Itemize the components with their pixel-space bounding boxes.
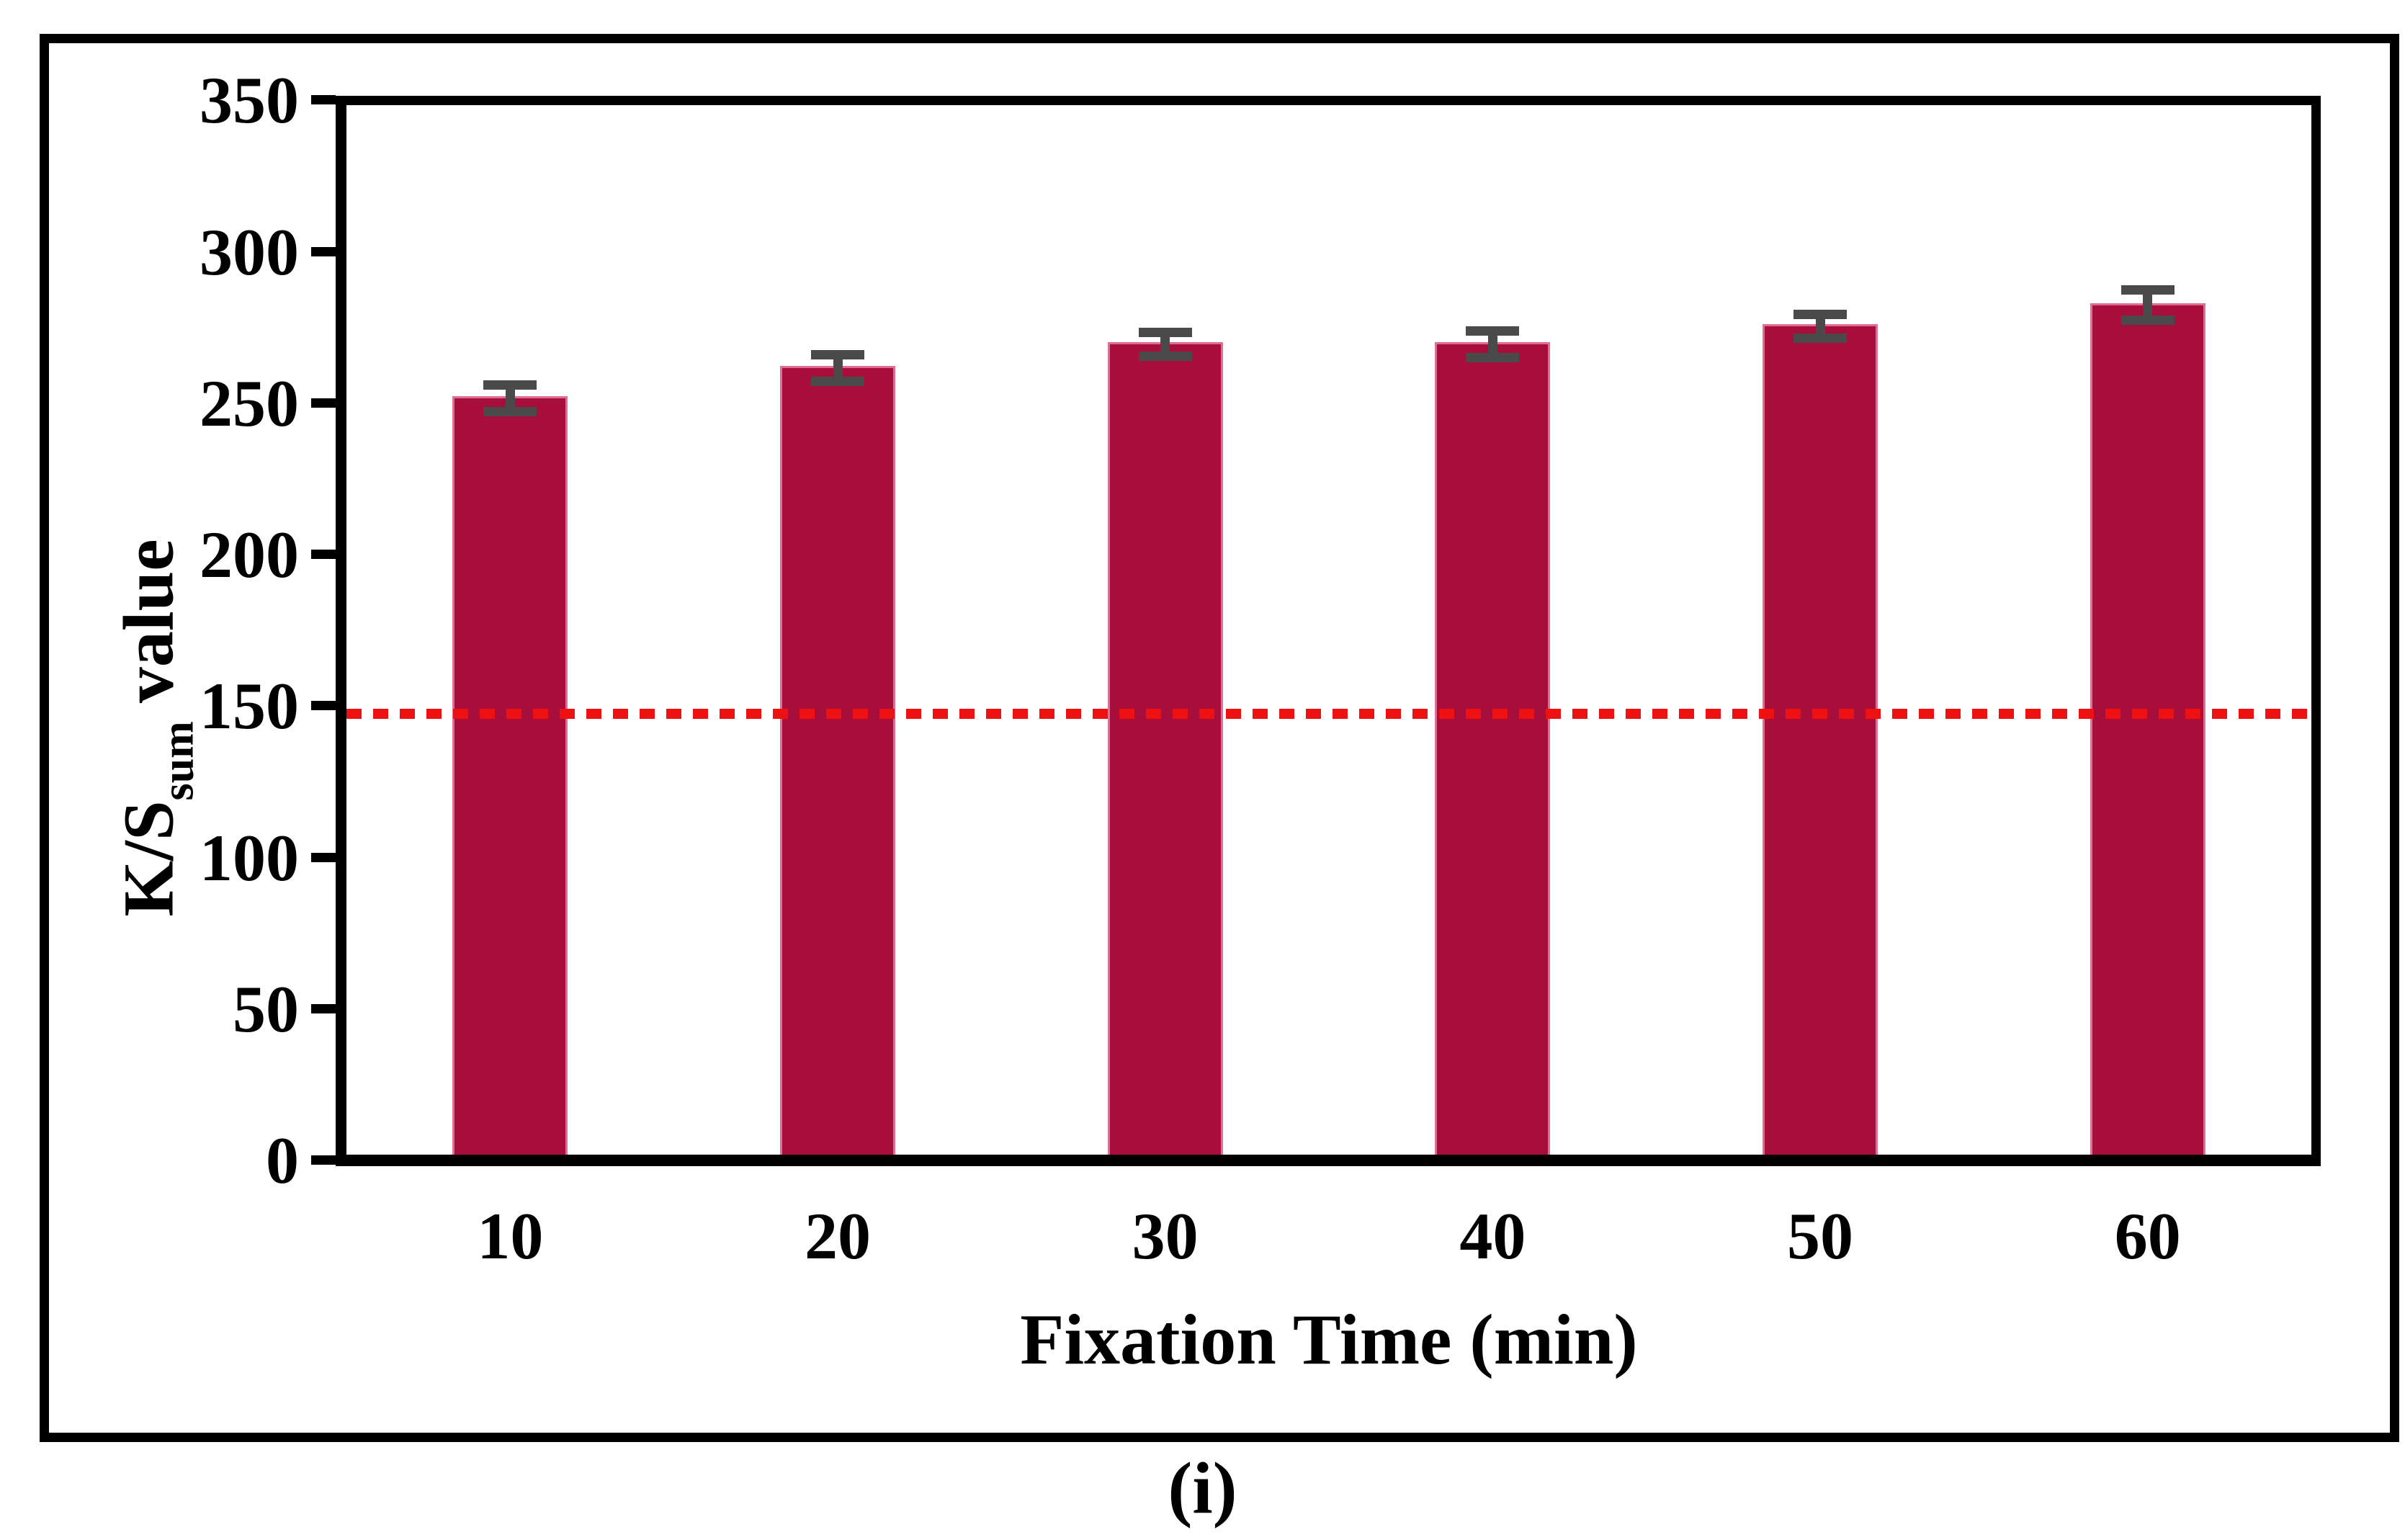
y-tick-label-350: 350 [200, 63, 299, 138]
error-bar-stem [2143, 295, 2153, 316]
y-tick-label-300: 300 [200, 215, 299, 289]
error-bar-20min [811, 349, 864, 387]
y-tick-mark-0 [311, 1155, 336, 1165]
x-tick-label-30: 30 [1132, 1199, 1199, 1273]
error-bar-stem [1487, 335, 1497, 354]
error-bar-stem [1815, 318, 1825, 334]
bar-40min [1435, 326, 1551, 1155]
y-tick-mark-100 [311, 852, 336, 862]
bar-group-20min [674, 105, 1002, 1155]
y-tick-mark-300 [311, 246, 336, 256]
x-tick-label-40: 40 [1459, 1199, 1526, 1273]
y-tick-mark-50 [311, 1003, 336, 1013]
error-bar-40min [1466, 326, 1520, 363]
error-bar-30min [1138, 327, 1192, 362]
plot-content [346, 105, 2311, 1155]
bar-group-30min [1001, 105, 1329, 1155]
y-tick-mark-250 [311, 398, 336, 408]
y-tick-mark-150 [311, 701, 336, 711]
error-bar-60min [2120, 285, 2175, 326]
y-tick-label-0: 0 [266, 1124, 299, 1197]
bars-row [346, 105, 2311, 1155]
y-tick-label-150: 150 [200, 669, 299, 743]
y-tick-mark-350 [311, 95, 336, 105]
x-axis-tick-labels: 10 20 30 40 50 60 [346, 1200, 2311, 1272]
bar-50min [1763, 309, 1878, 1155]
y-tick-label-200: 200 [200, 518, 299, 592]
figure-border-frame: K/Ssum value 0 50 100 150 200 250 300 350 10 20 3… [40, 34, 2399, 1442]
bar-60min [2090, 285, 2205, 1155]
plot-area [336, 96, 2321, 1166]
x-axis-title: Fixation Time (min) [1020, 1299, 1638, 1379]
y-tick-label-100: 100 [200, 820, 299, 895]
x-tick-label-20: 20 [805, 1199, 871, 1273]
error-bar-stem [505, 389, 515, 408]
x-tick-label-10: 10 [477, 1199, 544, 1273]
bar-group-50min [1657, 105, 1984, 1155]
reference-dotted-line [346, 709, 2311, 720]
y-tick-label-50: 50 [233, 972, 299, 1046]
figure-caption: (i) [1168, 1448, 1237, 1529]
bar-group-60min [1984, 105, 2311, 1155]
error-bar-stem [1160, 336, 1170, 352]
bar-10min [452, 380, 568, 1155]
y-tick-mark-200 [311, 550, 336, 560]
x-tick-label-50: 50 [1787, 1199, 1854, 1273]
bar-group-40min [1329, 105, 1657, 1155]
error-bar-stem [833, 359, 843, 377]
bar-group-10min [346, 105, 674, 1155]
error-bar-10min [483, 380, 537, 417]
y-tick-label-250: 250 [200, 366, 299, 440]
x-tick-label-60: 60 [2114, 1199, 2181, 1273]
bar-30min [1107, 327, 1223, 1155]
error-bar-50min [1793, 309, 1848, 344]
bar-20min [780, 349, 895, 1155]
